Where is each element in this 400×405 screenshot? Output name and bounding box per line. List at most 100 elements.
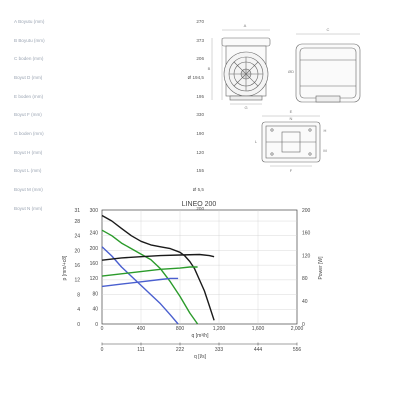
front-view-drawing (211, 29, 271, 105)
y-axis-ticks: 0 4 8 12 16 20 24 28 31 (74, 208, 80, 328)
x2-tick-label: 556 (293, 347, 302, 353)
table-row: Boyut N (mm) 200 (14, 199, 204, 218)
x-tick-label: 400 (137, 326, 146, 332)
row-value: Ø 5,5 (192, 187, 204, 193)
y-axis-pa-ticks: 0 40 80 120 160 200 240 300 (90, 208, 99, 328)
table-row: B Boyutu (mm) 373 (14, 31, 204, 50)
row-value: 330 (196, 112, 204, 118)
x2-tick-label: 222 (176, 347, 185, 353)
row-value: 373 (196, 37, 204, 43)
chart-series (101, 214, 215, 325)
y-pa-tick-label: 40 (92, 307, 98, 313)
y2-tick-label: 0 (302, 322, 305, 328)
dim-label-m: M (323, 148, 326, 153)
pressure-curve (101, 229, 199, 325)
chart-svg: LINEO 200 0 4 8 12 16 20 24 28 31 0 40 80 120 160 200… (62, 201, 324, 360)
y-pa-tick-label: 160 (90, 261, 99, 267)
table-row: G boden (mm) 190 (14, 124, 204, 143)
dimension-table: A Boyutu (mm) 270 B Boyutu (mm) 373 C bo… (14, 12, 204, 218)
row-value: 155 (196, 168, 204, 174)
row-label: Boyut N (mm) (14, 205, 43, 211)
row-label: Boyut H (mm) (14, 149, 43, 155)
dim-label-b: B (208, 66, 211, 71)
row-value: 195 (196, 93, 204, 99)
plot-frame (101, 209, 298, 325)
table-row: Boyut L (mm) 155 (14, 162, 204, 181)
y-tick-label: 31 (74, 208, 80, 214)
x-tick-label: 2,000 (291, 326, 304, 332)
row-label: Boyut M (mm) (14, 187, 43, 193)
y-pa-tick-label: 300 (90, 208, 99, 214)
row-value: 120 (196, 149, 204, 155)
x2-tick-label: 444 (254, 347, 263, 353)
dim-label-l: L (255, 139, 258, 144)
x2-tick-label: 333 (215, 347, 224, 353)
y2-tick-label: 160 (302, 231, 311, 237)
table-row: Boyut F (mm) 330 (14, 105, 204, 124)
y-pa-tick-label: 80 (92, 291, 98, 297)
pressure-curve (101, 214, 215, 321)
x2-tick-label: 0 (101, 347, 104, 353)
table-row: Boyut D (mm) Ø 194,5 (14, 68, 204, 87)
y-tick-label: 12 (74, 278, 80, 284)
row-label: C boden (mm) (14, 56, 44, 62)
y2-tick-label: 80 (302, 276, 308, 282)
x-tick-label: 1,600 (252, 326, 265, 332)
row-value: 190 (196, 130, 204, 136)
power-curve (101, 277, 179, 288)
dim-label-f: F (290, 168, 293, 173)
table-row: Boyut M (mm) Ø 5,5 (14, 180, 204, 199)
table-row: C boden (mm) 206 (14, 49, 204, 68)
pressure-curve (101, 246, 179, 325)
y2-axis-label: Power [W] (318, 256, 324, 280)
row-label: E boden (mm) (14, 93, 44, 99)
y-axis-label: p [mm/+c8] (62, 255, 68, 280)
y2-axis-ticks: 0 40 80 120 160 200 (302, 208, 311, 328)
dim-label-c: C (327, 27, 330, 32)
y-tick-label: 20 (74, 248, 80, 254)
y-pa-tick-label: 200 (90, 246, 99, 252)
chart-grid (102, 210, 297, 324)
row-value: 206 (196, 56, 204, 62)
bottom-view-drawing (261, 115, 321, 167)
dim-label-g: G (244, 105, 247, 110)
row-label: A Boyutu (mm) (14, 18, 45, 24)
chart-title: LINEO 200 (182, 201, 217, 208)
y-pa-tick-label: 240 (90, 231, 99, 237)
y-tick-label: 4 (77, 307, 80, 313)
y-pa-tick-label: 120 (90, 276, 99, 282)
table-row: A Boyutu (mm) 270 (14, 12, 204, 31)
row-value: Ø 194,5 (187, 74, 204, 80)
x-axis-ticks: 0 400 800 1,200 1,600 2,000 (101, 326, 304, 332)
dim-label-d: ØD (288, 69, 294, 74)
x2-axis: 0 111 222 333 444 556 (101, 342, 302, 353)
dim-label-n: N (290, 116, 293, 121)
row-value: 270 (196, 18, 204, 24)
side-view-drawing (295, 33, 361, 103)
power-curve (101, 253, 215, 261)
power-curve (101, 266, 198, 277)
y-tick-label: 28 (74, 219, 80, 225)
y2-tick-label: 120 (302, 253, 311, 259)
x-tick-label: 800 (176, 326, 185, 332)
row-value: 200 (196, 205, 204, 211)
y-tick-label: 24 (74, 234, 80, 240)
x-tick-label: 1,200 (213, 326, 226, 332)
performance-chart: LINEO 200 0 4 8 12 16 20 24 28 31 0 40 80 120 160 200… (0, 196, 400, 400)
technical-drawings: A B G C ØD E N F L H (208, 23, 361, 173)
row-label: G boden (mm) (14, 130, 44, 136)
row-label: Boyut D (mm) (14, 74, 43, 80)
dim-label-a: A (244, 23, 247, 28)
y2-tick-label: 40 (302, 299, 308, 305)
x2-tick-label: 111 (137, 347, 145, 353)
x2-axis-label: q [l/s] (194, 354, 207, 360)
y2-tick-label: 200 (302, 208, 311, 214)
x-tick-label: 0 (101, 326, 104, 332)
dim-label-e: E (290, 109, 293, 114)
row-label: Boyut F (mm) (14, 112, 42, 118)
table-row: E boden (mm) 195 (14, 87, 204, 106)
row-label: B Boyutu (mm) (14, 37, 45, 43)
y-tick-label: 0 (77, 322, 80, 328)
table-row: Boyut H (mm) 120 (14, 143, 204, 162)
